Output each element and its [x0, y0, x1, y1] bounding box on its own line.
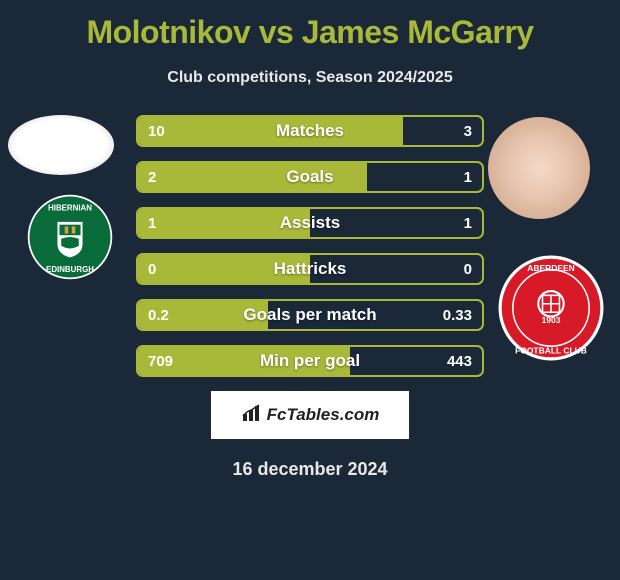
chart-icon	[241, 404, 263, 427]
comparison-content: HIBERNIAN EDINBURGH 1903 ABERDEEN FOOTBA…	[0, 115, 620, 480]
player-left-photo	[8, 115, 114, 175]
stat-label: Matches	[138, 117, 482, 145]
stats-container: 103Matches 21Goals 11Assists 00Hattricks 0.2…	[136, 115, 484, 377]
fctables-logo[interactable]: FcTables.com	[211, 391, 409, 439]
stat-label: Goals per match	[138, 301, 482, 329]
stat-label: Min per goal	[138, 347, 482, 375]
svg-text:EDINBURGH: EDINBURGH	[46, 265, 94, 274]
date-text: 16 december 2024	[0, 459, 620, 480]
subtitle: Club competitions, Season 2024/2025	[0, 69, 620, 87]
stat-row: 21Goals	[136, 161, 484, 193]
page-title: Molotnikov vs James McGarry	[0, 0, 620, 51]
stat-row: 11Assists	[136, 207, 484, 239]
stat-row: 00Hattricks	[136, 253, 484, 285]
stat-row: 709443Min per goal	[136, 345, 484, 377]
club-right-badge: 1903 ABERDEEN FOOTBALL CLUB	[498, 255, 604, 361]
svg-text:1903: 1903	[542, 315, 561, 325]
logo-text: FcTables.com	[267, 405, 380, 425]
stat-label: Assists	[138, 209, 482, 237]
stat-row: 0.20.33Goals per match	[136, 299, 484, 331]
club-left-badge: HIBERNIAN EDINBURGH	[22, 193, 118, 281]
stat-label: Goals	[138, 163, 482, 191]
stat-row: 103Matches	[136, 115, 484, 147]
player-right-photo	[488, 117, 590, 219]
svg-text:FOOTBALL CLUB: FOOTBALL CLUB	[515, 346, 587, 356]
svg-text:ABERDEEN: ABERDEEN	[527, 263, 575, 273]
stat-label: Hattricks	[138, 255, 482, 283]
svg-text:HIBERNIAN: HIBERNIAN	[48, 204, 92, 213]
